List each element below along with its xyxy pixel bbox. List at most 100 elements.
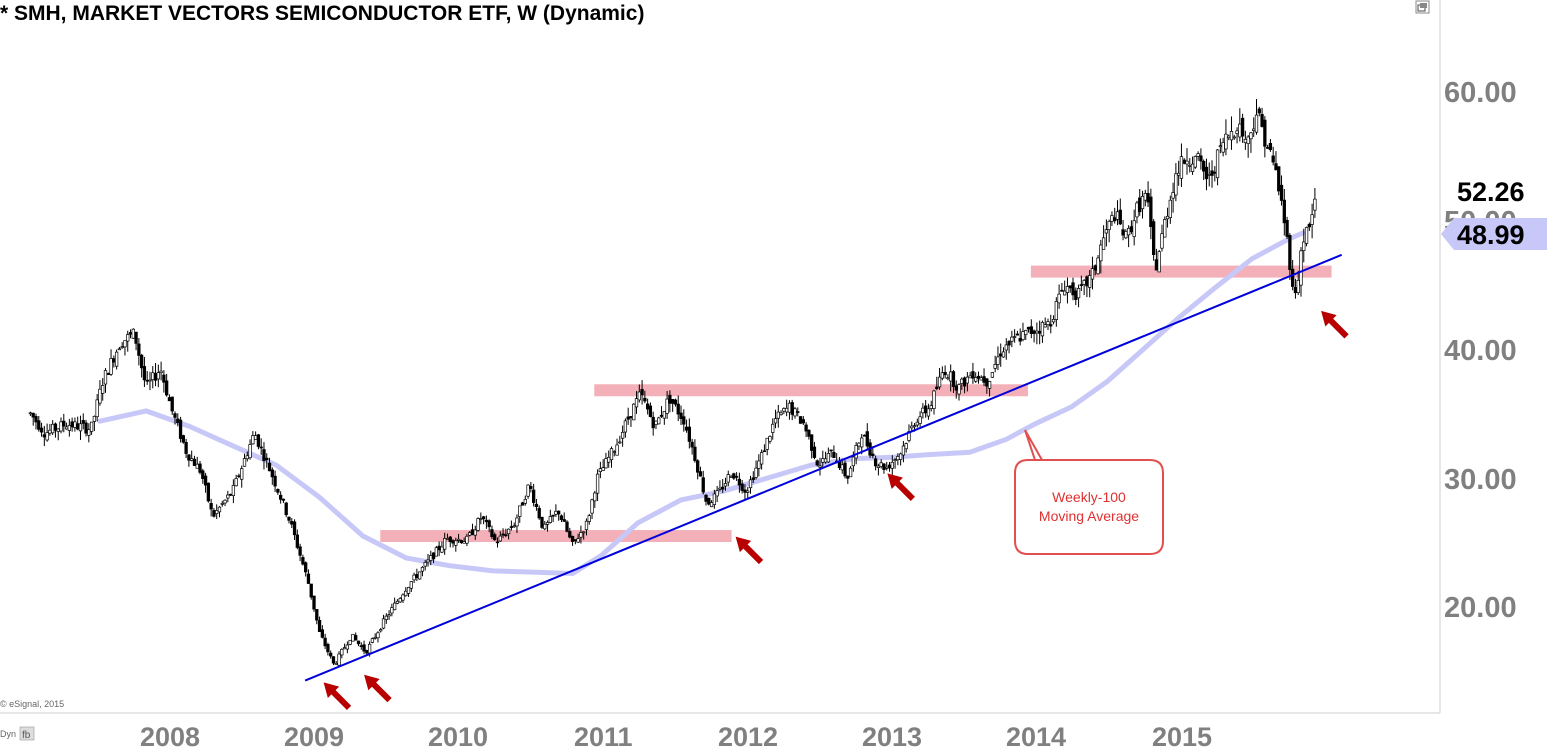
candle-body [779, 412, 783, 415]
candle-body [106, 373, 110, 375]
candle-body [376, 632, 380, 639]
candle [1252, 117, 1256, 137]
candle [915, 418, 919, 428]
candle-body [87, 429, 91, 436]
candle [943, 365, 947, 379]
candle-body [203, 475, 208, 486]
candle-body [317, 620, 322, 632]
candle-body [949, 371, 953, 382]
candle [1043, 317, 1047, 328]
candle [1115, 200, 1120, 226]
candle-body [846, 475, 850, 479]
candle [84, 419, 88, 437]
candle-body [387, 614, 391, 617]
candle [1182, 158, 1186, 165]
candle-body [704, 494, 708, 502]
candle [1096, 255, 1100, 275]
moving-average-layer [97, 230, 1306, 576]
candle [109, 349, 113, 376]
candle [1279, 175, 1284, 206]
candle [1163, 216, 1167, 238]
candle-body [526, 484, 530, 497]
candle [551, 514, 555, 523]
candle [801, 416, 805, 425]
candle-body [818, 465, 822, 468]
candle-body [929, 405, 933, 409]
candle-body [890, 461, 894, 469]
candle-body [126, 334, 130, 342]
candle [773, 409, 778, 429]
candle [846, 475, 850, 484]
candle-body [165, 380, 169, 396]
candle [787, 400, 792, 420]
candle-body [1254, 114, 1259, 133]
candle-body [1135, 202, 1139, 218]
candle [420, 566, 425, 577]
candle-body [773, 418, 778, 424]
candle [518, 505, 522, 523]
candle-body [551, 514, 555, 517]
candle-body [367, 643, 372, 654]
candle-body [445, 538, 450, 540]
candle-body [718, 487, 722, 490]
candle-body [1288, 235, 1292, 270]
candle [757, 454, 761, 477]
candle-body [1079, 284, 1084, 286]
candle-body [420, 566, 425, 572]
candle-body [579, 532, 583, 538]
candle-body [901, 445, 906, 456]
candle-body [1165, 215, 1170, 220]
candle [1293, 278, 1298, 299]
ma-value-badge: 48.99 [1441, 218, 1547, 250]
candle-body [1054, 301, 1058, 320]
candle-body [787, 402, 792, 413]
arrow-shape [887, 473, 915, 501]
candle [721, 479, 725, 494]
arrow-shape [735, 536, 764, 565]
maximize-icon[interactable] [1415, 0, 1430, 14]
candle [584, 518, 589, 536]
candle-body [584, 520, 589, 530]
candle-body [331, 656, 336, 664]
candle-body [1313, 198, 1317, 211]
candle [996, 346, 1000, 370]
candle-body [962, 377, 967, 387]
candle [167, 394, 172, 402]
candle [162, 370, 166, 393]
candle-body [1040, 322, 1045, 337]
candle-body [468, 532, 472, 536]
candle [582, 531, 586, 540]
candle-body [1163, 219, 1167, 238]
candle [223, 499, 227, 507]
candle-body [645, 403, 650, 410]
candle-body [256, 434, 261, 447]
candle-body [1110, 215, 1114, 222]
candle-body [148, 379, 152, 382]
candle [723, 477, 728, 491]
candle-body [759, 452, 764, 465]
candle [120, 342, 124, 349]
zone-3 [1030, 265, 1332, 278]
candle [401, 593, 405, 604]
candle [476, 517, 480, 532]
candle [201, 468, 205, 484]
candle-body [921, 407, 925, 414]
candle [1079, 275, 1084, 291]
candle-body [876, 465, 881, 468]
candle-body [879, 462, 883, 467]
candle-body [632, 403, 636, 421]
candle-body [459, 540, 464, 543]
candle [342, 643, 347, 650]
candle-body [159, 370, 163, 374]
candle [924, 400, 928, 418]
candle [278, 491, 283, 504]
candle-body [337, 653, 341, 666]
candle [459, 539, 464, 544]
candle [1246, 135, 1250, 158]
candle-body [323, 637, 327, 647]
candle-body [1202, 160, 1206, 172]
candle [1188, 158, 1192, 173]
candle-body [1129, 226, 1134, 233]
candle [498, 531, 502, 542]
candle [1224, 119, 1228, 156]
